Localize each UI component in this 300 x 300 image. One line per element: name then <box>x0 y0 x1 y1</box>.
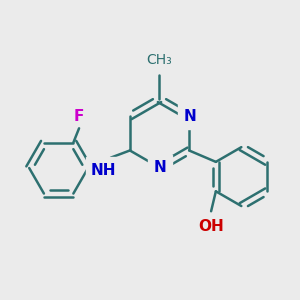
Text: CH₃: CH₃ <box>147 53 172 67</box>
Text: F: F <box>74 109 84 124</box>
Text: N: N <box>154 160 166 175</box>
Text: N: N <box>183 109 196 124</box>
Text: NH: NH <box>91 163 116 178</box>
Text: OH: OH <box>198 219 224 234</box>
